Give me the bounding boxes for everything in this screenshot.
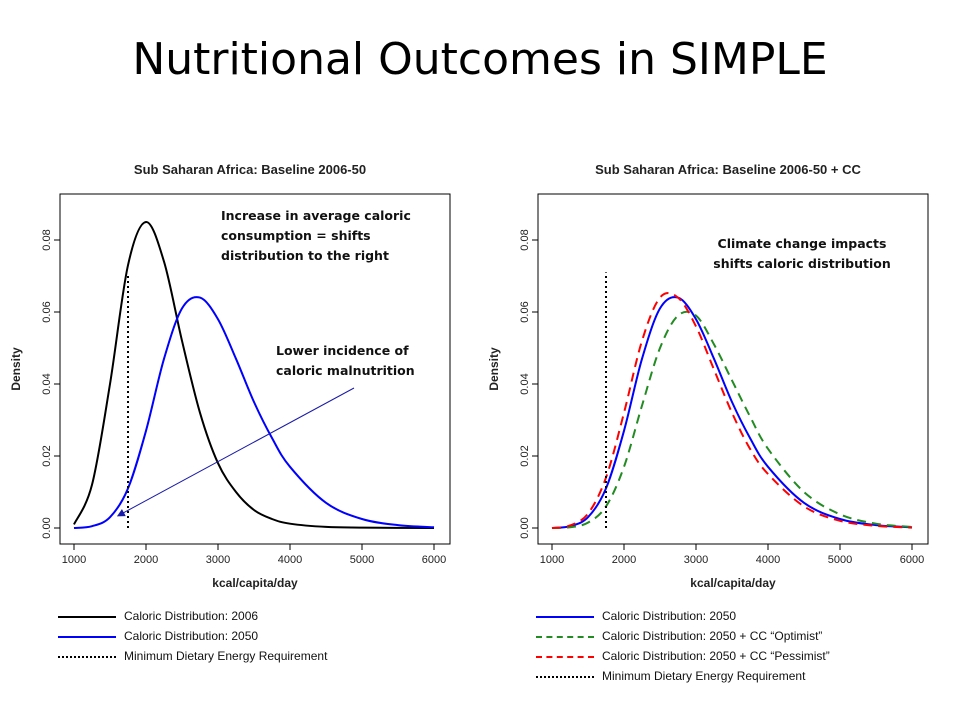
x-tick-label: 3000 <box>684 554 708 566</box>
legend-item: Caloric Distribution: 2050 + CC “Pessimi… <box>536 648 956 668</box>
chart-svg: Sub Saharan Africa: Baseline 2006-50 1000… <box>9 162 451 590</box>
plot-frame <box>537 193 929 545</box>
y-tick-label: 0.00 <box>519 517 531 538</box>
y-tick-label: 0.00 <box>41 517 53 538</box>
x-tick-label: 5000 <box>350 554 374 566</box>
x-axis-label: kcal/capita/day <box>690 576 776 590</box>
y-axis-label: Density <box>9 347 23 391</box>
legend-item: Minimum Dietary Energy Requirement <box>58 648 478 668</box>
legend-item: Caloric Distribution: 2006 <box>58 608 478 628</box>
y-tick-label: 0.06 <box>41 301 53 322</box>
legend-label: Caloric Distribution: 2050 + CC “Optimis… <box>602 629 823 643</box>
annotation-text: Lower incidence of caloric malnutrition <box>276 343 415 378</box>
x-tick-label: 1000 <box>540 554 564 566</box>
annotation-text: Climate change impacts shifts caloric dis… <box>713 236 890 271</box>
series-line <box>73 296 435 529</box>
legend-baseline: Caloric Distribution: 2006 Caloric Distri… <box>58 608 478 668</box>
x-tick-label: 6000 <box>900 554 924 566</box>
plot-frame <box>59 193 451 545</box>
y-tick-label: 0.06 <box>519 301 531 322</box>
legend-item: Minimum Dietary Energy Requirement <box>536 668 956 688</box>
legend-item: Caloric Distribution: 2050 + CC “Optimis… <box>536 628 956 648</box>
slide-title: Nutritional Outcomes in SIMPLE <box>132 34 828 85</box>
chart-title: Sub Saharan Africa: Baseline 2006-50 <box>134 162 366 177</box>
x-tick-label: 2000 <box>134 554 158 566</box>
x-tick-label: 4000 <box>278 554 302 566</box>
chart-panel-baseline: Sub Saharan Africa: Baseline 2006-50 1000… <box>0 150 460 600</box>
legend-swatch <box>536 656 594 658</box>
series-line <box>551 292 913 529</box>
chart-panel-climate-change: Sub Saharan Africa: Baseline 2006-50 + C… <box>478 150 938 600</box>
y-tick-label: 0.04 <box>41 373 53 394</box>
legend-climate-change: Caloric Distribution: 2050 Caloric Distri… <box>536 608 956 688</box>
legend-label: Minimum Dietary Energy Requirement <box>124 649 328 663</box>
x-tick-label: 1000 <box>62 554 86 566</box>
x-tick-label: 6000 <box>422 554 446 566</box>
y-tick-label: 0.04 <box>519 373 531 394</box>
legend-swatch <box>58 636 116 638</box>
x-tick-label: 2000 <box>612 554 636 566</box>
x-tick-label: 4000 <box>756 554 780 566</box>
legend-swatch <box>536 676 594 678</box>
annotation-text: Increase in average caloric consumption =… <box>221 208 411 263</box>
legend-item: Caloric Distribution: 2050 <box>536 608 956 628</box>
y-axis-label: Density <box>487 347 501 391</box>
x-tick-label: 5000 <box>828 554 852 566</box>
legend-label: Caloric Distribution: 2050 <box>602 609 737 623</box>
legend-swatch <box>536 636 594 638</box>
x-axis-label: kcal/capita/day <box>212 576 298 590</box>
y-tick-label: 0.02 <box>41 445 53 466</box>
x-tick-label: 3000 <box>206 554 230 566</box>
legend-label: Caloric Distribution: 2050 <box>124 629 259 643</box>
legend-swatch <box>58 656 116 658</box>
legend-swatch <box>536 616 594 618</box>
annotation-arrow <box>116 387 355 517</box>
chart-svg: Sub Saharan Africa: Baseline 2006-50 + C… <box>487 162 929 590</box>
y-tick-label: 0.08 <box>519 229 531 250</box>
legend-label: Caloric Distribution: 2006 <box>124 609 259 623</box>
series-line <box>73 221 435 529</box>
chart-title: Sub Saharan Africa: Baseline 2006-50 + C… <box>595 162 861 177</box>
y-tick-label: 0.08 <box>41 229 53 250</box>
legend-label: Minimum Dietary Energy Requirement <box>602 669 806 683</box>
series-line <box>551 296 913 529</box>
legend-item: Caloric Distribution: 2050 <box>58 628 478 648</box>
legend-label: Caloric Distribution: 2050 + CC “Pessimi… <box>602 649 830 663</box>
y-tick-label: 0.02 <box>519 445 531 466</box>
legend-swatch <box>58 616 116 618</box>
series-line <box>551 310 913 529</box>
